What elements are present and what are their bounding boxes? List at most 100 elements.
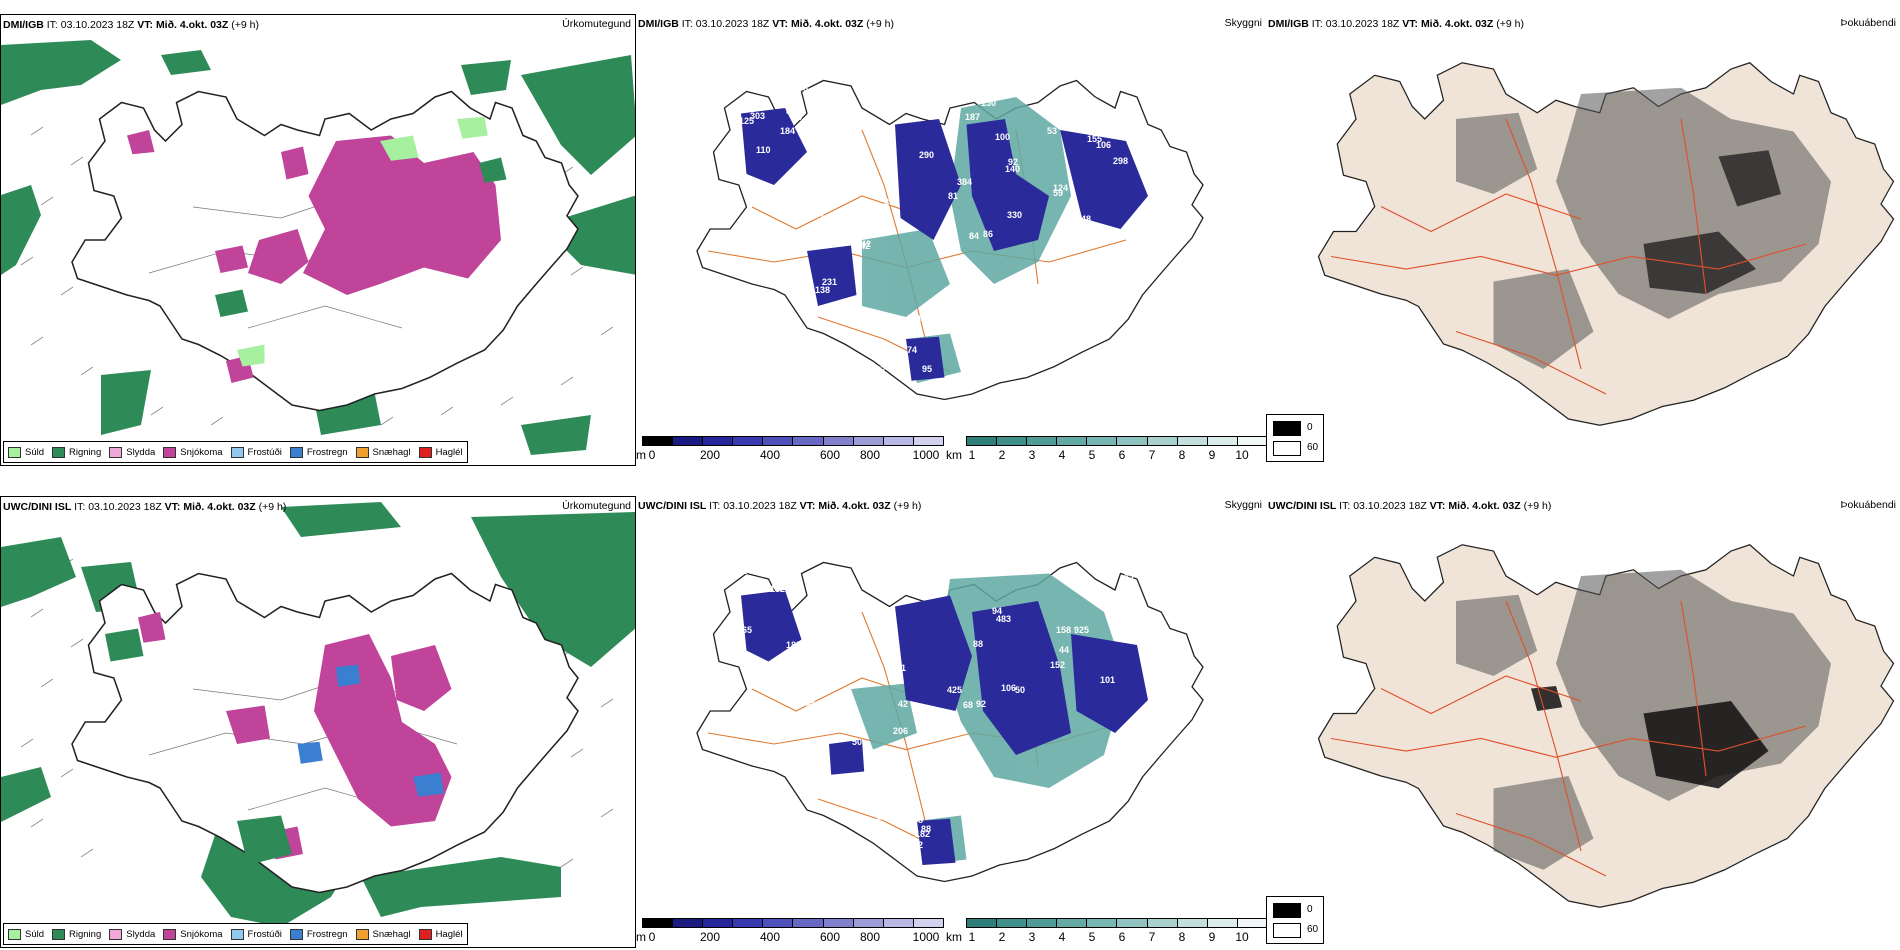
panel-header: DMI/IGB IT: 03.10.2023 18Z VT: Mið. 4.ok… bbox=[638, 18, 894, 30]
visibility-value-label: 103 bbox=[1082, 559, 1097, 569]
visibility-value-label: 72 bbox=[913, 840, 923, 850]
visibility-value-label: 93 bbox=[888, 630, 898, 640]
colorbar-tick: 3 bbox=[1028, 930, 1036, 944]
visibility-value-label: 125 bbox=[739, 116, 754, 126]
legend-item-snaehagl: Snæhagl bbox=[355, 928, 411, 940]
visibility-value-label: 150 bbox=[981, 98, 996, 108]
visibility-value-label: 148 bbox=[1076, 214, 1091, 224]
visibility-value-label: 158 bbox=[1056, 625, 1071, 635]
visibility-value-label: 73 bbox=[871, 817, 881, 827]
visibility-value-label: 182 bbox=[915, 829, 930, 839]
panel-header: DMI/IGB IT: 03.10.2023 18Z VT: Mið. 4.ok… bbox=[3, 19, 259, 31]
visibility-value-label: 110 bbox=[756, 145, 771, 155]
visibility-value-label: 98 bbox=[798, 83, 808, 93]
legend-item-snjokoma: Snjókoma bbox=[163, 928, 223, 940]
visibility-value-label: 132 bbox=[770, 584, 785, 594]
visibility-colorbar-meters: m 0 200 400 600 800 1000 bbox=[636, 436, 946, 466]
colorbar-tick: 1 bbox=[968, 930, 976, 944]
visibility-map: 184 71 92 124 42 95 98 80 64 106 77 95 125 150 140 56 13… bbox=[696, 79, 1204, 401]
colorbar-unit: km bbox=[946, 930, 962, 944]
visibility-value-label: 163 bbox=[822, 698, 837, 708]
legend-item-frostregn: Frostregn bbox=[289, 928, 348, 940]
colorbar-unit: m bbox=[636, 448, 646, 462]
visibility-value-label: 256 bbox=[884, 197, 899, 207]
visibility-value-label: 88 bbox=[913, 815, 923, 825]
colorbar-tick: 6 bbox=[1118, 448, 1126, 462]
fog-map bbox=[1317, 544, 1895, 908]
visibility-value-label: 72 bbox=[1124, 573, 1134, 583]
visibility-value-label: 157 bbox=[806, 618, 821, 628]
visibility-value-label: 64 bbox=[901, 819, 911, 829]
panel-header: UWC/DINI ISL IT: 03.10.2023 18Z VT: Mið.… bbox=[1268, 500, 1552, 512]
colorbar-tick: 1000 bbox=[912, 448, 940, 462]
colorbar-tick: 10 bbox=[1235, 930, 1249, 944]
colorbar-tick: 6 bbox=[1118, 930, 1126, 944]
legend-item-snaehagl: Snæhagl bbox=[355, 446, 411, 458]
precip-map bbox=[1, 497, 635, 947]
colorbar-tick: 200 bbox=[699, 930, 721, 944]
colorbar-tick: 2 bbox=[998, 930, 1006, 944]
precip-type-panel-uwc: UWC/DINI ISL IT: 03.10.2023 18Z VT: Mið.… bbox=[0, 496, 636, 948]
visibility-value-label: 64 bbox=[1040, 101, 1050, 111]
panel-title: Þokuábendi bbox=[1840, 17, 1896, 29]
legend-item-rigning: Rigning bbox=[52, 928, 101, 940]
legend-item-rigning: Rigning bbox=[52, 446, 101, 458]
visibility-value-label: 56 bbox=[1106, 117, 1116, 127]
visibility-value-label: 330 bbox=[1007, 210, 1022, 220]
visibility-value-label: 303 bbox=[750, 111, 765, 121]
fog-legend: 0 60 bbox=[1266, 896, 1324, 944]
visibility-panel-uwc: 76 88 68 83 101 72 165 84 94 101 88 73 51 92 106 68 50 64… bbox=[636, 496, 1266, 948]
visibility-value-label: 81 bbox=[786, 106, 796, 116]
visibility-value-label: 457 bbox=[871, 365, 886, 375]
legend-item-sulds: Súld bbox=[8, 446, 44, 458]
visibility-value-label: 42 bbox=[898, 699, 908, 709]
visibility-value-label: 74 bbox=[907, 345, 917, 355]
legend-item-frostudi: Frostúði bbox=[230, 446, 282, 458]
colorbar-tick: 8 bbox=[1178, 930, 1186, 944]
visibility-value-label: 231 bbox=[822, 277, 837, 287]
visibility-value-label: 81 bbox=[948, 191, 958, 201]
visibility-value-label: 42 bbox=[861, 239, 871, 249]
visibility-value-label: 96 bbox=[792, 112, 802, 122]
visibility-value-label: 184 bbox=[780, 126, 795, 136]
colorbar-tick: 8 bbox=[1178, 448, 1186, 462]
visibility-value-label: 35 bbox=[885, 327, 895, 337]
panel-title: Skyggni bbox=[1224, 499, 1262, 511]
colorbar-tick: 1000 bbox=[912, 930, 940, 944]
colorbar-tick: 5 bbox=[1088, 930, 1096, 944]
colorbar-tick: 400 bbox=[759, 448, 781, 462]
visibility-value-label: 110 bbox=[798, 559, 813, 569]
visibility-value-label: 94 bbox=[992, 606, 1002, 616]
visibility-panel-dmi: 184 71 92 124 42 95 98 80 64 106 77 95 125 150 140 56 13… bbox=[636, 14, 1266, 466]
visibility-value-label: 165 bbox=[737, 625, 752, 635]
visibility-value-label: 76 bbox=[806, 610, 816, 620]
visibility-value-label: 189 bbox=[786, 640, 801, 650]
visibility-value-label: 483 bbox=[996, 614, 1011, 624]
visibility-value-label: 108 bbox=[857, 208, 872, 218]
visibility-value-label: 42 bbox=[860, 241, 870, 251]
visibility-value-label: 178 bbox=[825, 225, 840, 235]
fog-indicator-panel-dmi: DMI/IGB IT: 03.10.2023 18Z VT: Mið. 4.ok… bbox=[1266, 14, 1900, 466]
colorbar-tick: 5 bbox=[1088, 448, 1096, 462]
colorbar-tick: 9 bbox=[1208, 930, 1216, 944]
colorbar-tick: 7 bbox=[1148, 930, 1156, 944]
visibility-value-label: 88 bbox=[973, 639, 983, 649]
visibility-value-label: 298 bbox=[1113, 156, 1128, 166]
visibility-value-label: 925 bbox=[1074, 625, 1089, 635]
legend-item-frostudi: Frostúði bbox=[230, 928, 282, 940]
colorbar-unit: m bbox=[636, 930, 646, 944]
visibility-colorbar-meters: m 0 200 400 600 800 1000 bbox=[636, 918, 946, 948]
colorbar-tick: 4 bbox=[1058, 930, 1066, 944]
visibility-value-label: 125 bbox=[893, 320, 908, 330]
visibility-value-label: 80 bbox=[926, 106, 936, 116]
colorbar-unit: km bbox=[946, 448, 962, 462]
legend-item-haglel: Haglél bbox=[418, 928, 463, 940]
precip-map bbox=[1, 15, 635, 465]
colorbar-tick: 4 bbox=[1058, 448, 1066, 462]
visibility-value-label: 68 bbox=[963, 700, 973, 710]
visibility-value-label: 51 bbox=[737, 566, 747, 576]
colorbar-tick: 1 bbox=[968, 448, 976, 462]
panel-header: DMI/IGB IT: 03.10.2023 18Z VT: Mið. 4.ok… bbox=[1268, 18, 1524, 30]
visibility-value-label: 138 bbox=[815, 285, 830, 295]
panel-title: Úrkomutegund bbox=[562, 500, 631, 512]
